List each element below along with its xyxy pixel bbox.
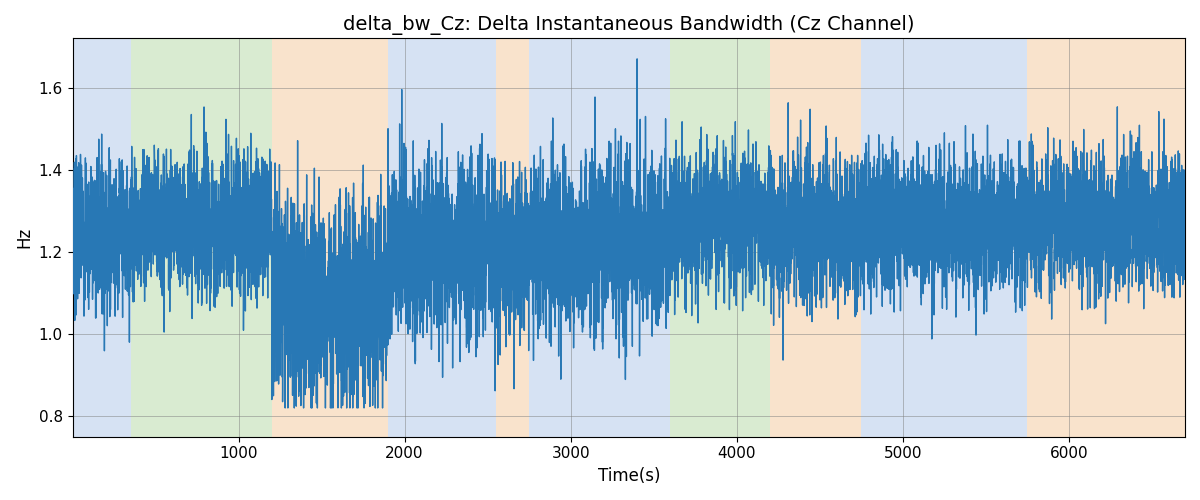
Bar bbox=[72, 38, 131, 436]
Y-axis label: Hz: Hz bbox=[14, 227, 32, 248]
Bar bbox=[671, 38, 770, 436]
Bar bbox=[862, 38, 1027, 436]
Bar bbox=[388, 38, 496, 436]
Title: delta_bw_Cz: Delta Instantaneous Bandwidth (Cz Channel): delta_bw_Cz: Delta Instantaneous Bandwid… bbox=[343, 15, 914, 35]
Bar bbox=[770, 38, 862, 436]
Bar bbox=[529, 38, 671, 436]
Bar bbox=[131, 38, 271, 436]
Bar bbox=[271, 38, 388, 436]
Bar bbox=[1027, 38, 1186, 436]
X-axis label: Time(s): Time(s) bbox=[598, 467, 660, 485]
Bar bbox=[496, 38, 529, 436]
